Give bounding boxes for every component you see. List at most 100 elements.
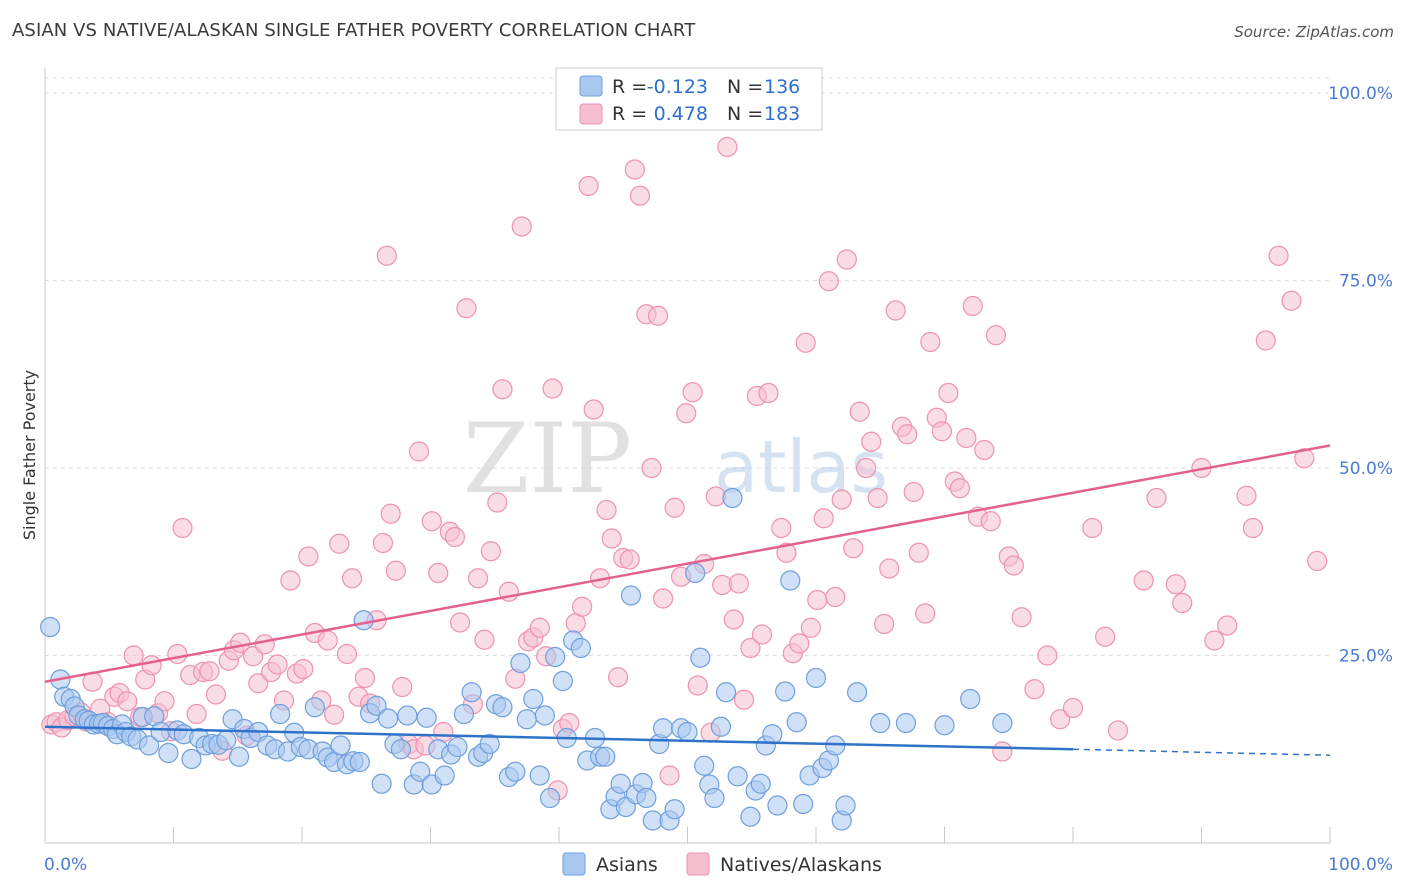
native-point (578, 175, 599, 197)
native-point (915, 603, 936, 624)
native-point (324, 704, 345, 725)
asian-point (523, 688, 544, 710)
native-point (849, 401, 870, 422)
native-point (758, 382, 779, 404)
native-point (376, 245, 397, 266)
asian-point (492, 697, 513, 718)
series-asians-points (40, 487, 1013, 831)
asian-point (397, 705, 418, 726)
legend-n-label-asians: N = (727, 76, 763, 98)
native-point (676, 403, 697, 424)
native-point (167, 643, 188, 665)
trend-lines (44, 444, 1331, 756)
native-point (1242, 517, 1264, 539)
native-point (723, 609, 744, 630)
asian-point (570, 637, 591, 659)
native-point (647, 305, 669, 326)
native-point (492, 379, 513, 400)
native-point (1024, 679, 1045, 700)
asian-point (181, 748, 202, 770)
native-point (1307, 550, 1328, 572)
asian-point (595, 746, 616, 767)
asian-point (786, 712, 807, 733)
asian-point (895, 712, 917, 734)
asian-point (610, 773, 631, 794)
native-point (624, 159, 645, 180)
legend-r-label-natives: R = (612, 103, 647, 125)
native-point (336, 643, 358, 665)
native-point (428, 562, 449, 584)
native-point (1082, 517, 1103, 539)
asian-point (353, 610, 374, 631)
native-point (1204, 630, 1225, 651)
y-axis-title: Single Father Poverty (20, 370, 39, 540)
axes (44, 68, 1331, 844)
native-point (733, 689, 755, 710)
native-point (705, 486, 726, 507)
native-point (583, 399, 604, 420)
asian-point (704, 787, 725, 809)
asian-point (870, 712, 891, 734)
native-point (572, 596, 593, 617)
asian-point (40, 616, 61, 638)
native-point (1236, 485, 1257, 506)
asian-point (715, 682, 737, 703)
bottom-legend-label-natives: Natives/Alaskans (720, 854, 882, 876)
native-point (480, 541, 501, 562)
asian-point (304, 697, 325, 718)
legend-r-label-asians: R = (612, 76, 647, 98)
native-point (1107, 720, 1129, 741)
native-point (751, 624, 773, 645)
native-point (542, 378, 563, 399)
native-point (949, 478, 971, 499)
native-point (444, 526, 466, 548)
bottom-legend: Asians Natives/Alaskans (562, 852, 882, 876)
native-point (980, 511, 1001, 532)
native-point (985, 325, 1007, 346)
asian-point (677, 721, 698, 743)
native-point (908, 542, 929, 563)
asian-point (434, 765, 455, 786)
legend-n-label-natives: N = (727, 103, 763, 125)
asian-point (710, 716, 732, 737)
asian-point (992, 712, 1013, 734)
native-point (329, 533, 350, 554)
asian-point (534, 705, 555, 726)
asian-point (664, 799, 685, 820)
x-tick-label: 0.0% (44, 855, 87, 875)
native-point (920, 331, 941, 353)
native-point (408, 441, 430, 462)
native-point (1217, 615, 1238, 636)
native-point (254, 634, 275, 655)
asian-point (150, 721, 171, 743)
native-point (354, 667, 376, 689)
asian-point (371, 773, 392, 794)
native-point (141, 655, 162, 676)
asian-point (767, 795, 788, 816)
asian-point (516, 709, 537, 730)
native-point (843, 538, 864, 559)
native-point (487, 492, 508, 513)
watermark-zip: ZIP (463, 403, 632, 515)
asian-point (805, 667, 827, 689)
native-point (1050, 709, 1071, 730)
series-natives-points (41, 83, 1328, 801)
native-point (267, 654, 288, 675)
native-point (456, 298, 477, 319)
native-point (1037, 645, 1058, 666)
native-point (856, 457, 877, 479)
native-point (712, 574, 733, 596)
native-point (867, 487, 888, 509)
native-point (861, 431, 882, 452)
native-point (248, 673, 269, 694)
chart-title: ASIAN VS NATIVE/ALASKAN SINGLE FATHER PO… (12, 20, 696, 41)
native-point (467, 568, 489, 589)
native-point (776, 542, 797, 563)
native-point (652, 588, 674, 609)
asian-point (390, 739, 412, 760)
asian-point (510, 652, 531, 674)
asian-point (545, 646, 566, 668)
y-tick-label: 50.0% (1339, 459, 1393, 479)
native-point (795, 332, 816, 353)
